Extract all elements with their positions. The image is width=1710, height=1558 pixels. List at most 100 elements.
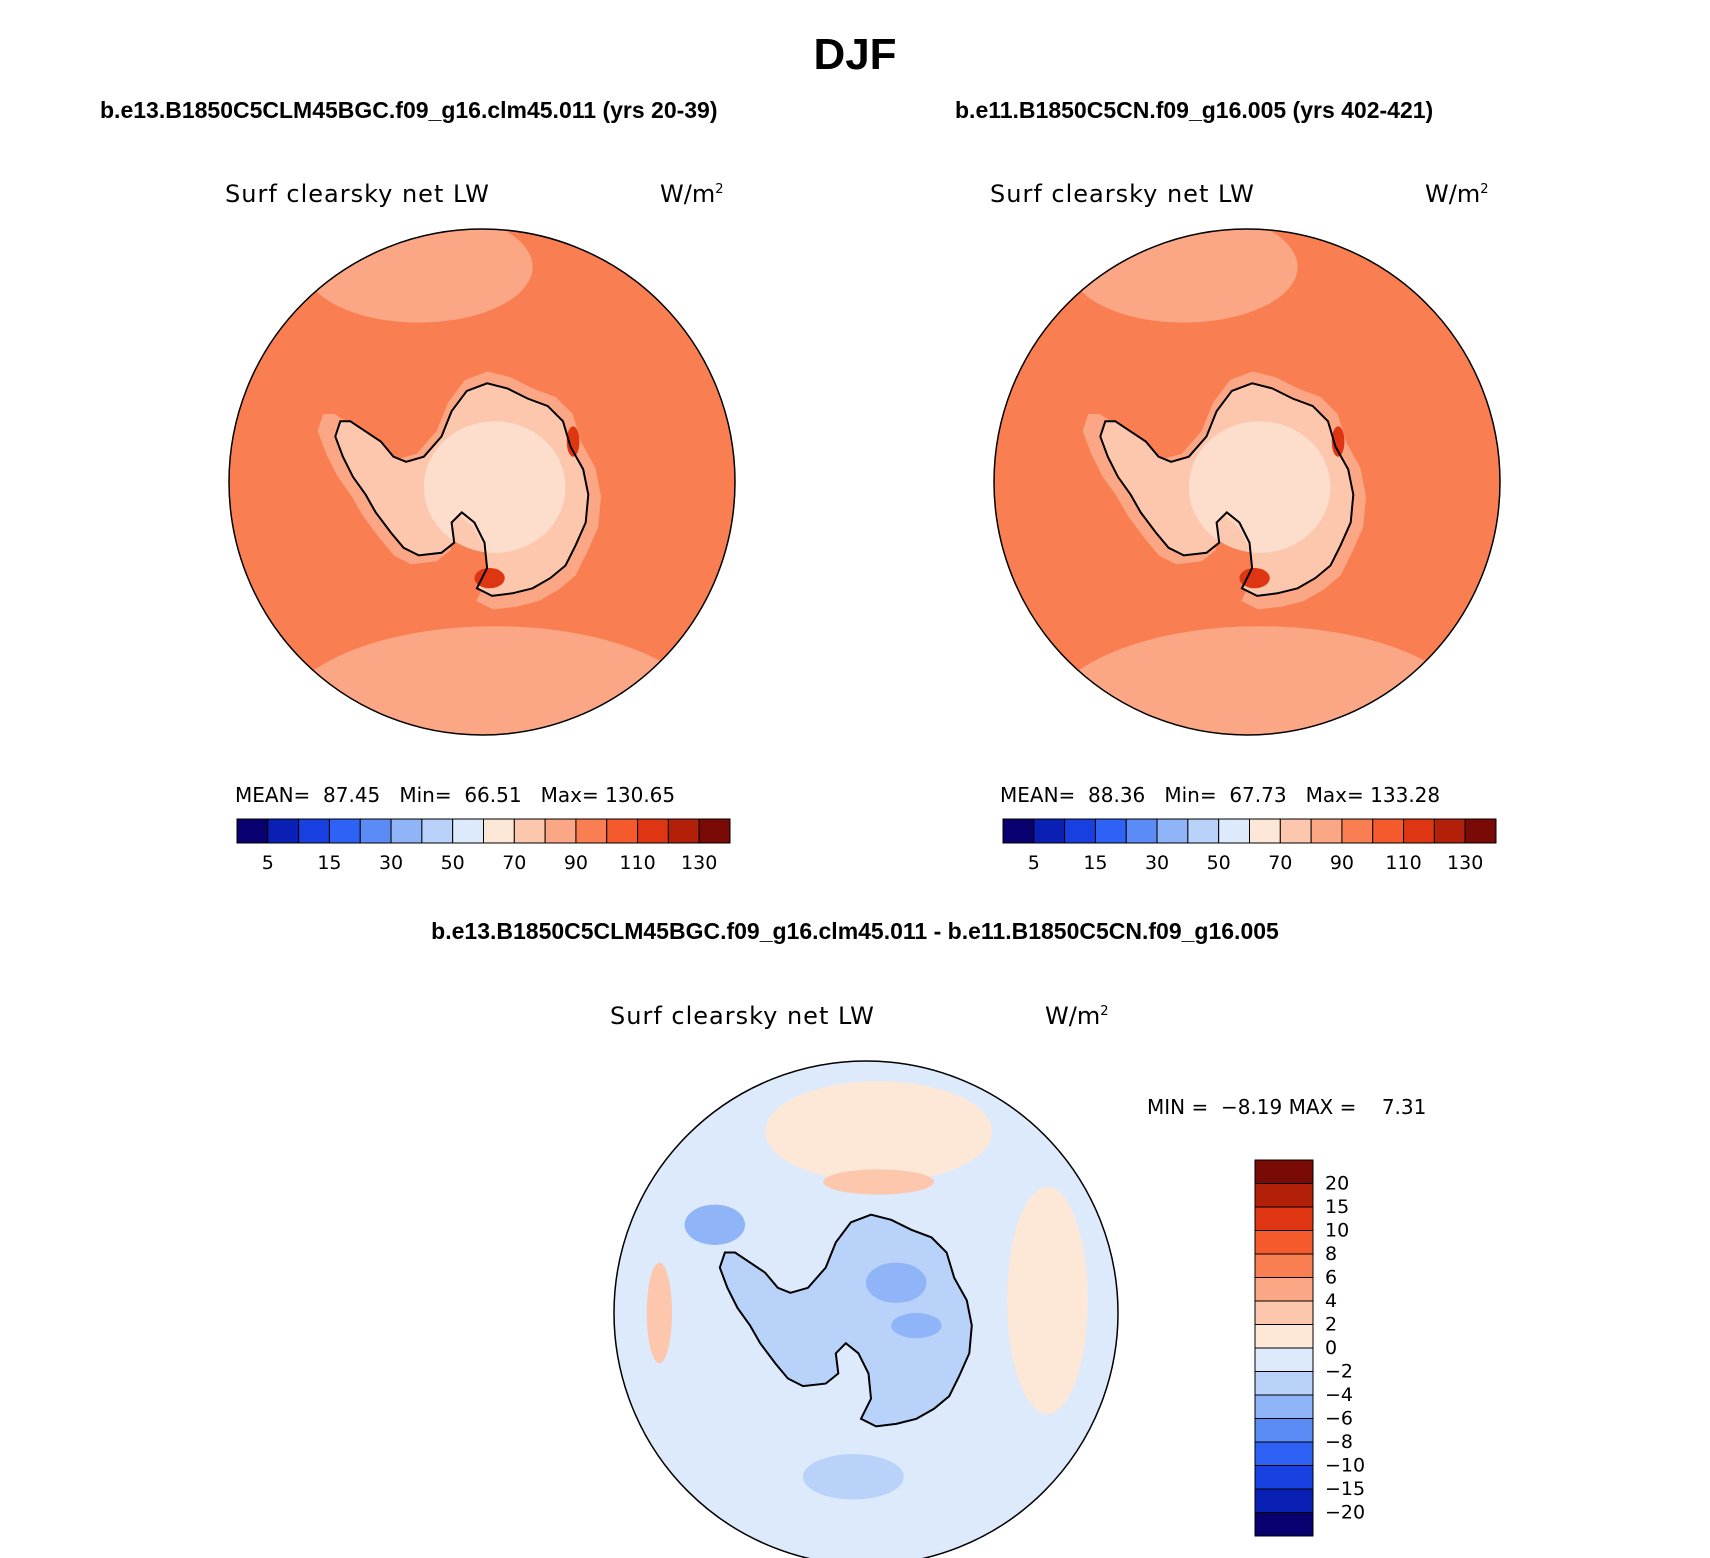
map1-outer-band-north <box>304 229 533 323</box>
map3-min: −8.19 <box>1220 1095 1283 1119</box>
colorbar3-box <box>1254 1183 1314 1208</box>
map2-coastline <box>1099 382 1355 597</box>
map2-max-label: Max= <box>1305 783 1364 807</box>
colorbar3-tick-label: 4 <box>1325 1290 1337 1312</box>
map3-min-label: MIN = <box>1147 1095 1209 1119</box>
map3-units-sup: 2 <box>1100 1004 1109 1019</box>
colorbar3-box <box>1254 1159 1314 1184</box>
colorbar1-box <box>236 818 269 844</box>
map1-boundary <box>228 228 736 736</box>
map1-units-label: W/m2 <box>660 180 723 208</box>
colorbar1-box <box>513 818 546 844</box>
map1-outer-band <box>279 626 710 735</box>
colorbar3-tick-label: 15 <box>1325 1196 1349 1218</box>
colorbar1-box <box>575 818 608 844</box>
map1-min: 66.51 <box>464 783 522 807</box>
colorbar1-box <box>667 818 700 844</box>
colorbar2-box <box>1218 818 1250 844</box>
colorbar3-box <box>1254 1488 1314 1513</box>
colorbar1-tick-label: 70 <box>502 852 526 874</box>
colorbar3-tick-label: −8 <box>1325 1431 1353 1453</box>
map2-interior <box>1188 421 1331 553</box>
colorbar1-box <box>452 818 484 844</box>
map2-min-label: Min= <box>1164 783 1217 807</box>
map1-max: 130.65 <box>605 783 676 807</box>
colorbar3-box <box>1254 1253 1314 1278</box>
map3-stats: MIN = −8.19 MAX = 7.31 <box>1147 1095 1426 1119</box>
colorbar3-box <box>1254 1371 1314 1396</box>
colorbar3-tick-label: −15 <box>1325 1478 1365 1500</box>
colorbar2-box <box>1002 818 1035 844</box>
map3-cold-patch-south <box>803 1454 904 1500</box>
colorbar2-box <box>1341 818 1374 844</box>
map1-variable-label: Surf clearsky net LW <box>225 180 490 208</box>
map2-outer-band <box>1044 626 1475 735</box>
colorbar1-tick-label: 15 <box>317 852 341 874</box>
colorbar1-box <box>298 818 330 844</box>
colorbar1-box <box>544 818 577 844</box>
map3-variable-label: Surf clearsky net LW <box>610 1002 875 1030</box>
colorbar3-box <box>1254 1230 1314 1255</box>
colorbar3-tick-label: −20 <box>1325 1502 1365 1524</box>
colorbar1-tick-label: 130 <box>681 852 717 874</box>
map3-fields <box>614 1061 1118 1558</box>
map2-hotspot-ross <box>1239 568 1270 589</box>
map-bottom-difference <box>613 1060 1119 1558</box>
map2-mean-label: MEAN= <box>1000 783 1076 807</box>
colorbar-top-left: 5 15 30 50 70 90 110 130 <box>236 818 731 874</box>
map2-stats: MEAN= 88.36 Min= 67.73 Max= 133.28 <box>1000 783 1440 807</box>
map2-units-sup: 2 <box>1480 182 1489 197</box>
map1-mean-label: MEAN= <box>235 783 311 807</box>
colorbar1-box <box>637 818 669 844</box>
map3-max-label: MAX = <box>1288 1095 1357 1119</box>
map1-mean: 87.45 <box>323 783 381 807</box>
colorbar1-tick-label: 90 <box>564 852 588 874</box>
colorbar3-box <box>1254 1206 1314 1231</box>
colorbar1-box <box>267 818 300 844</box>
colorbar2-tick-label: 50 <box>1207 852 1231 874</box>
map2-fields <box>994 229 1500 735</box>
colorbar1-box <box>359 818 392 844</box>
map3-cold-patch-interior-2 <box>891 1313 942 1339</box>
colorbar2-tick-label: 5 <box>1028 852 1040 874</box>
colorbar3-box <box>1254 1465 1314 1490</box>
colorbar-top-right: 5 15 30 50 70 90 110 130 <box>1002 818 1497 874</box>
colorbar3-box <box>1254 1441 1314 1466</box>
map2-boundary <box>993 228 1501 736</box>
colorbar2-box <box>1372 818 1405 844</box>
colorbar3-box <box>1254 1324 1314 1349</box>
colorbar1-tick-label: 30 <box>379 852 403 874</box>
map3-warm-patch-east <box>1007 1187 1088 1414</box>
map3-units-label: W/m2 <box>1045 1002 1108 1030</box>
colorbar2-box <box>1249 818 1281 844</box>
colorbar2-box <box>1433 818 1466 844</box>
map3-warm-edge-west <box>646 1262 672 1364</box>
colorbar3-tick-label: 0 <box>1325 1337 1337 1359</box>
figure-title: DJF <box>813 30 897 79</box>
map3-warm-edge <box>823 1169 935 1195</box>
map2-units-label: W/m2 <box>1425 180 1488 208</box>
colorbar3-tick-label: 8 <box>1325 1243 1337 1265</box>
map2-max: 133.28 <box>1370 783 1441 807</box>
map2-min: 67.73 <box>1229 783 1287 807</box>
map1-coastline <box>334 382 590 597</box>
colorbar1-box <box>390 818 423 844</box>
colorbar3-tick-label: 20 <box>1325 1173 1349 1195</box>
map2-mean: 88.36 <box>1088 783 1146 807</box>
colorbar3-tick-label: −10 <box>1325 1455 1365 1477</box>
map2-variable-label: Surf clearsky net LW <box>990 180 1255 208</box>
panel-title-top-right: b.e11.B1850C5CN.f09_g16.005 (yrs 402-421… <box>955 97 1434 123</box>
map1-hotspot-east <box>566 426 580 457</box>
map3-cold-patch-interior <box>866 1262 927 1303</box>
colorbar2-tick-label: 70 <box>1268 852 1292 874</box>
colorbar2-tick-label: 90 <box>1330 852 1354 874</box>
colorbar2-box <box>1094 818 1127 844</box>
colorbar3-tick-label: −4 <box>1325 1384 1353 1406</box>
colorbar1-tick-label: 50 <box>441 852 465 874</box>
colorbar2-box <box>1279 818 1312 844</box>
map3-coastline <box>718 1213 973 1428</box>
map1-min-label: Min= <box>399 783 452 807</box>
colorbar1-tick-label: 110 <box>619 852 655 874</box>
map1-max-label: Max= <box>540 783 599 807</box>
colorbar1-box <box>483 818 515 844</box>
